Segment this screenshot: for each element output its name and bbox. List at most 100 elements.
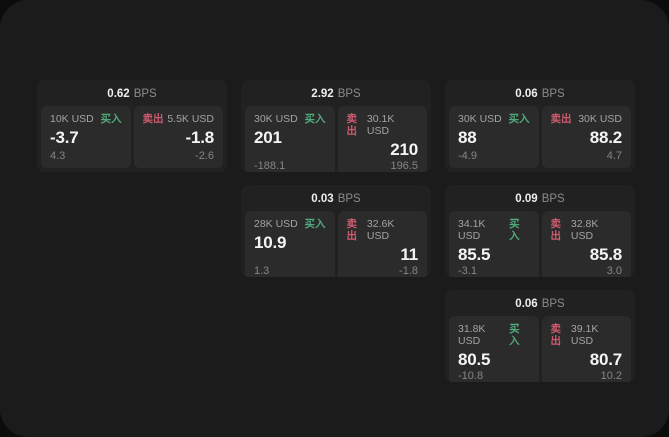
buy-tile-header: 31.8K USD 买入	[458, 323, 530, 347]
card-header: 0.09 BPS	[445, 185, 635, 210]
buy-tile-header: 30K USD 买入	[254, 113, 326, 125]
buy-delta: 4.3	[50, 150, 66, 162]
card-body: 30K USD 买入 201 -188.1 卖出 30.1K USD 210 1…	[241, 105, 431, 172]
buy-side-label: 买入	[304, 113, 326, 125]
buy-amount: 30K USD	[458, 113, 502, 125]
sell-tile[interactable]: 卖出 30K USD 88.2 4.7	[541, 106, 631, 168]
sell-amount: 39.1K USD	[570, 323, 599, 347]
sell-tile-header: 卖出 30.1K USD	[347, 113, 419, 137]
card-header: 0.06 BPS	[445, 290, 635, 315]
sell-tile[interactable]: 卖出 30.1K USD 210 196.5	[337, 106, 427, 172]
card-header: 0.06 BPS	[445, 80, 635, 105]
sell-price: 80.7	[589, 350, 622, 369]
buy-tile[interactable]: 30K USD 买入 88 -4.9	[449, 106, 539, 168]
quote-card: 0.06 BPS 31.8K USD 买入 80.5 -10.8 卖出 39.1…	[445, 290, 635, 382]
bps-unit-label: BPS	[541, 192, 565, 205]
buy-amount: 31.8K USD	[458, 323, 486, 347]
sell-amount: 30K USD	[578, 113, 622, 125]
bps-value: 0.06	[515, 297, 538, 310]
sell-price: 210	[390, 140, 418, 159]
buy-tile[interactable]: 30K USD 买入 201 -188.1	[245, 106, 335, 172]
card-body: 30K USD 买入 88 -4.9 卖出 30K USD 88.2 4.7	[445, 105, 635, 172]
sell-side-label: 卖出	[550, 113, 572, 125]
sell-delta: 10.2	[600, 370, 622, 382]
sell-tile[interactable]: 卖出 5.5K USD -1.8 -2.6	[133, 106, 223, 168]
buy-tile[interactable]: 28K USD 买入 10.9 1.3	[245, 211, 335, 277]
buy-side-label: 买入	[509, 323, 520, 347]
buy-tile[interactable]: 10K USD 买入 -3.7 4.3	[41, 106, 131, 168]
buy-price: 85.5	[458, 245, 491, 264]
buy-price: 80.5	[458, 350, 491, 369]
sell-amount: 5.5K USD	[167, 113, 214, 125]
buy-tile[interactable]: 34.1K USD 买入 85.5 -3.1	[449, 211, 539, 277]
bps-value: 0.06	[515, 87, 538, 100]
sell-side-label: 卖出	[550, 323, 562, 347]
card-header: 0.62 BPS	[37, 80, 227, 105]
card-body: 28K USD 买入 10.9 1.3 卖出 32.6K USD 11 -1.8	[241, 210, 431, 277]
bps-value: 0.62	[107, 87, 130, 100]
sell-amount: 32.6K USD	[366, 218, 395, 242]
sell-delta: 3.0	[606, 265, 622, 277]
sell-tile-header: 卖出 39.1K USD	[551, 323, 623, 347]
card-header: 2.92 BPS	[241, 80, 431, 105]
bps-value: 2.92	[311, 87, 334, 100]
sell-delta: -2.6	[195, 150, 214, 162]
buy-tile-header: 30K USD 买入	[458, 113, 530, 125]
sell-tile-header: 卖出 32.6K USD	[347, 218, 419, 242]
bps-unit-label: BPS	[337, 87, 361, 100]
bps-unit-label: BPS	[133, 87, 157, 100]
buy-tile[interactable]: 31.8K USD 买入 80.5 -10.8	[449, 316, 539, 382]
buy-amount: 30K USD	[254, 113, 298, 125]
sell-delta: -1.8	[399, 265, 418, 277]
buy-side-label: 买入	[508, 113, 530, 125]
buy-delta: 1.3	[254, 265, 270, 277]
sell-side-label: 卖出	[346, 218, 358, 242]
sell-price: -1.8	[185, 128, 215, 147]
sell-price: 88.2	[589, 128, 622, 147]
buy-delta: -4.9	[458, 150, 477, 162]
buy-price: 88	[458, 128, 477, 147]
quote-card: 0.09 BPS 34.1K USD 买入 85.5 -3.1 卖出 32.8K…	[445, 185, 635, 277]
buy-amount: 28K USD	[254, 218, 298, 230]
card-body: 34.1K USD 买入 85.5 -3.1 卖出 32.8K USD 85.8…	[445, 210, 635, 277]
buy-tile-header: 10K USD 买入	[50, 113, 122, 125]
sell-side-label: 卖出	[550, 218, 562, 242]
sell-delta: 196.5	[390, 160, 418, 172]
card-body: 10K USD 买入 -3.7 4.3 卖出 5.5K USD -1.8 -2.…	[37, 105, 227, 172]
sell-tile-header: 卖出 32.8K USD	[551, 218, 623, 242]
sell-tile[interactable]: 卖出 32.8K USD 85.8 3.0	[541, 211, 631, 277]
buy-side-label: 买入	[304, 218, 326, 230]
quote-card: 0.03 BPS 28K USD 买入 10.9 1.3 卖出 32.6K US…	[241, 185, 431, 277]
sell-tile[interactable]: 卖出 39.1K USD 80.7 10.2	[541, 316, 631, 382]
bps-value: 0.09	[515, 192, 538, 205]
sell-side-label: 卖出	[346, 113, 358, 137]
sell-price: 85.8	[589, 245, 622, 264]
buy-side-label: 买入	[509, 218, 520, 242]
bps-unit-label: BPS	[337, 192, 361, 205]
buy-tile-header: 34.1K USD 买入	[458, 218, 530, 242]
buy-price: 201	[254, 128, 282, 147]
card-header: 0.03 BPS	[241, 185, 431, 210]
sell-delta: 4.7	[606, 150, 622, 162]
sell-tile-header: 卖出 5.5K USD	[143, 113, 215, 125]
sell-tile[interactable]: 卖出 32.6K USD 11 -1.8	[337, 211, 427, 277]
buy-delta: -188.1	[254, 160, 286, 172]
buy-amount: 34.1K USD	[458, 218, 486, 242]
quotes-grid: 0.62 BPS 10K USD 买入 -3.7 4.3 卖出 5.5K USD	[37, 80, 635, 382]
buy-delta: -10.8	[458, 370, 484, 382]
sell-amount: 32.8K USD	[570, 218, 599, 242]
sell-side-label: 卖出	[142, 113, 164, 125]
buy-price: 10.9	[254, 233, 287, 252]
bps-value: 0.03	[311, 192, 334, 205]
buy-price: -3.7	[50, 128, 79, 147]
card-body: 31.8K USD 买入 80.5 -10.8 卖出 39.1K USD 80.…	[445, 315, 635, 382]
buy-tile-header: 28K USD 买入	[254, 218, 326, 230]
sell-amount: 30.1K USD	[366, 113, 395, 137]
sell-tile-header: 卖出 30K USD	[551, 113, 623, 125]
bps-unit-label: BPS	[541, 297, 565, 310]
buy-amount: 10K USD	[50, 113, 94, 125]
quote-card: 2.92 BPS 30K USD 买入 201 -188.1 卖出 30.1K …	[241, 80, 431, 172]
quote-card: 0.06 BPS 30K USD 买入 88 -4.9 卖出 30K USD	[445, 80, 635, 172]
buy-side-label: 买入	[100, 113, 122, 125]
